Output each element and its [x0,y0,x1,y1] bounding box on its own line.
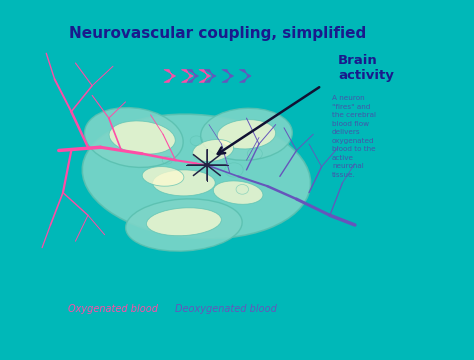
Text: Brain
activity: Brain activity [338,54,394,82]
Ellipse shape [146,208,221,236]
Ellipse shape [109,121,175,154]
Polygon shape [187,69,199,82]
Ellipse shape [218,120,275,149]
Text: A neuron
"fires" and
the cerebral
blood flow
delivers
oxygenated
blood to the
ac: A neuron "fires" and the cerebral blood … [332,95,376,178]
Polygon shape [199,69,210,82]
Ellipse shape [201,108,292,160]
Polygon shape [164,69,175,82]
Ellipse shape [126,199,242,251]
Ellipse shape [192,139,234,162]
Polygon shape [204,69,216,82]
Ellipse shape [213,181,263,204]
Ellipse shape [82,114,310,239]
Ellipse shape [142,167,184,186]
Ellipse shape [153,170,215,196]
Polygon shape [182,69,193,82]
Text: Neurovascular coupling, simplified: Neurovascular coupling, simplified [69,26,366,41]
Polygon shape [239,69,251,82]
Text: Oxygenated blood: Oxygenated blood [68,304,158,314]
Ellipse shape [84,108,183,167]
Polygon shape [222,69,234,82]
Text: Deoxygenated blood: Deoxygenated blood [175,304,276,314]
